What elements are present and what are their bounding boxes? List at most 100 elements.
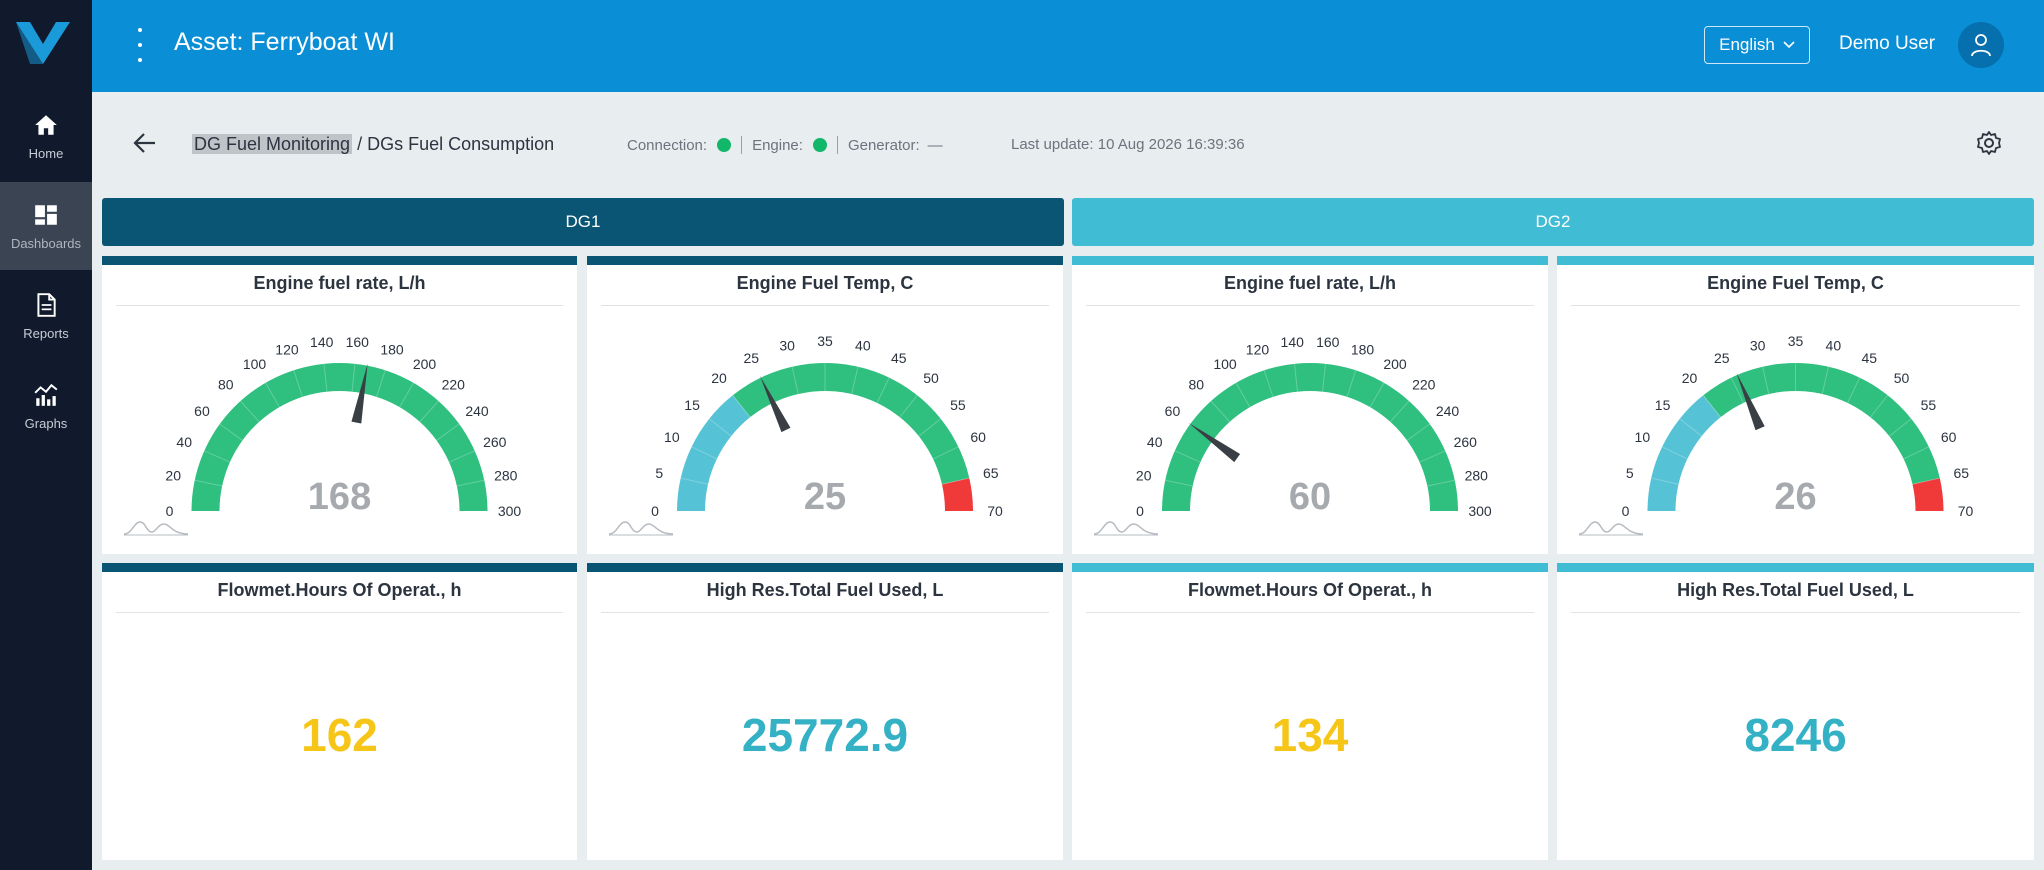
gauge-tick-label: 10 bbox=[1635, 429, 1651, 445]
gauge-segment-line bbox=[1821, 366, 1829, 395]
gear-icon[interactable] bbox=[1976, 130, 2002, 156]
gauge-tick-label: 200 bbox=[1383, 356, 1407, 372]
language-select[interactable]: English bbox=[1704, 26, 1810, 64]
trend-sparkline-icon[interactable] bbox=[1579, 518, 1643, 536]
gauge-segment-line bbox=[1869, 394, 1889, 418]
divider bbox=[1571, 305, 2020, 306]
gauge-tick-label: 280 bbox=[494, 468, 518, 484]
gauge-tick-label: 30 bbox=[1750, 337, 1766, 353]
gauge-tick-label: 10 bbox=[664, 429, 680, 445]
card-title: Flowmet.Hours Of Operat., h bbox=[217, 580, 462, 600]
gauge-tick-label: 60 bbox=[194, 403, 210, 419]
counter-card: High Res.Total Fuel Used, L 25772.9 bbox=[587, 563, 1063, 860]
gauge-tick-label: 300 bbox=[1468, 503, 1492, 519]
counter-value: 162 bbox=[301, 709, 378, 761]
gauge-segment-line bbox=[1263, 370, 1274, 398]
gauge-segment-line bbox=[791, 366, 799, 395]
divider bbox=[116, 305, 563, 306]
breadcrumb: DG Fuel Monitoring / DGs Fuel Consumptio… bbox=[192, 134, 554, 155]
tab-dg1[interactable]: DG1 bbox=[102, 198, 1064, 246]
divider bbox=[1086, 305, 1534, 306]
divider bbox=[1571, 612, 2020, 613]
sidebar-item-graphs[interactable]: Graphs bbox=[0, 362, 92, 450]
card-title: Engine fuel rate, L/h bbox=[1223, 273, 1397, 293]
gauge-tick-label: 20 bbox=[1682, 370, 1698, 386]
gauge-tick-label: 120 bbox=[1246, 341, 1270, 357]
generator-label: Generator: bbox=[847, 136, 920, 154]
connection-status: Connection: Engine: Generator: — bbox=[627, 136, 943, 154]
gauge-tick-label: 70 bbox=[987, 503, 1003, 519]
brand-logo-icon[interactable] bbox=[12, 14, 74, 70]
sidebar-item-home[interactable]: Home bbox=[0, 92, 92, 180]
counter-card: Flowmet.Hours Of Operat., h 162 bbox=[102, 563, 577, 860]
gauge-tick-label: 80 bbox=[1188, 377, 1204, 393]
gauge-card: Engine fuel rate, L/h 0 20 40 60 80 100 120 140… bbox=[1072, 256, 1548, 554]
tab-dg2[interactable]: DG2 bbox=[1072, 198, 2034, 246]
sidebar-item-label: Graphs bbox=[24, 415, 68, 431]
gauge-segment-line bbox=[918, 418, 942, 437]
gauge-tick-label: 25 bbox=[743, 350, 759, 366]
sidebar-item-reports[interactable]: Reports bbox=[0, 272, 92, 360]
gauge-tick-label: 45 bbox=[891, 350, 907, 366]
gauge-needle bbox=[1736, 373, 1765, 431]
counter-card: Flowmet.Hours Of Operat., h 134 bbox=[1072, 563, 1548, 860]
gauge-tick-label: 200 bbox=[413, 356, 437, 372]
back-arrow-icon[interactable] bbox=[132, 130, 158, 156]
divider bbox=[741, 136, 743, 154]
gauge-card: Engine Fuel Temp, C 0 5 10 15 20 25 30 35 40 45 50… bbox=[1557, 256, 2034, 554]
gauge-tick-label: 60 bbox=[1941, 429, 1957, 445]
gauge-tick-label: 100 bbox=[243, 356, 267, 372]
gauge-tick-label: 15 bbox=[684, 397, 700, 413]
card-title: High Res.Total Fuel Used, L bbox=[706, 580, 944, 600]
gauge-tick-label: 20 bbox=[165, 468, 181, 484]
gauge-band bbox=[1703, 362, 1940, 485]
gauge-segment-line bbox=[456, 479, 485, 487]
gauge-tick-label: 65 bbox=[1953, 465, 1969, 481]
gauge-tick-label: 5 bbox=[655, 465, 663, 481]
gauge-tick-label: 45 bbox=[1861, 350, 1877, 366]
user-name[interactable]: Demo User bbox=[1839, 33, 1936, 54]
gauge-segment-line bbox=[1174, 450, 1201, 463]
gauge-tick-label: 55 bbox=[950, 397, 966, 413]
gauge-tick-label: 60 bbox=[970, 429, 986, 445]
divider bbox=[116, 612, 563, 613]
gauge-band bbox=[1912, 478, 1944, 511]
gauge-tick-label: 30 bbox=[779, 337, 795, 353]
breadcrumb-item-dg-fuel-monitoring[interactable]: DG Fuel Monitoring bbox=[192, 134, 353, 154]
trend-sparkline-icon[interactable] bbox=[124, 518, 188, 536]
gauge-segment-line bbox=[851, 366, 859, 395]
gauge-card: Engine Fuel Temp, C 0 5 10 15 20 25 30 35 40 45 50… bbox=[587, 256, 1063, 554]
gauge-tick-label: 160 bbox=[346, 334, 370, 350]
gauge-segment-line bbox=[1730, 377, 1744, 404]
sidebar-item-dashboards[interactable]: Dashboards bbox=[0, 182, 92, 270]
page-title: Asset: Ferryboat WI bbox=[174, 28, 395, 56]
gauge-segment-line bbox=[1427, 479, 1455, 487]
counter-value: 25772.9 bbox=[741, 709, 909, 761]
trend-sparkline-icon[interactable] bbox=[609, 518, 673, 536]
avatar[interactable] bbox=[1958, 22, 2004, 68]
gauge-tick-label: 25 bbox=[1714, 350, 1730, 366]
gauge-segment-line bbox=[1210, 400, 1231, 423]
sidebar-item-label: Dashboards bbox=[10, 235, 82, 251]
gauge-tick-label: 220 bbox=[442, 377, 466, 393]
generator-status: — bbox=[927, 136, 943, 154]
gauge-card: Engine fuel rate, L/h 0 20 40 60 80 100 120 140… bbox=[102, 256, 577, 554]
gauge-value: 26 bbox=[1774, 476, 1816, 518]
last-update: Last update: 10 Aug 2026 16:39:36 bbox=[1011, 136, 1245, 153]
gauge-tick-label: 15 bbox=[1655, 397, 1671, 413]
counter-card: High Res.Total Fuel Used, L 8246 bbox=[1557, 563, 2034, 860]
gauge-segment-line bbox=[419, 400, 439, 423]
connection-label: Connection: bbox=[627, 136, 708, 154]
kebab-menu-icon[interactable] bbox=[136, 28, 144, 62]
divider bbox=[1086, 612, 1534, 613]
gauge-tick-label: 120 bbox=[275, 341, 299, 357]
counter-value: 8246 bbox=[1744, 709, 1847, 761]
gauge-segment-line bbox=[708, 418, 732, 437]
trend-sparkline-icon[interactable] bbox=[1094, 518, 1158, 536]
gauge-tick-label: 40 bbox=[176, 434, 192, 450]
gauge-segment-line bbox=[399, 382, 414, 408]
gauge-band bbox=[732, 363, 970, 485]
gauge-segment-line bbox=[293, 370, 303, 398]
gauge-tick-label: 140 bbox=[1281, 334, 1305, 350]
